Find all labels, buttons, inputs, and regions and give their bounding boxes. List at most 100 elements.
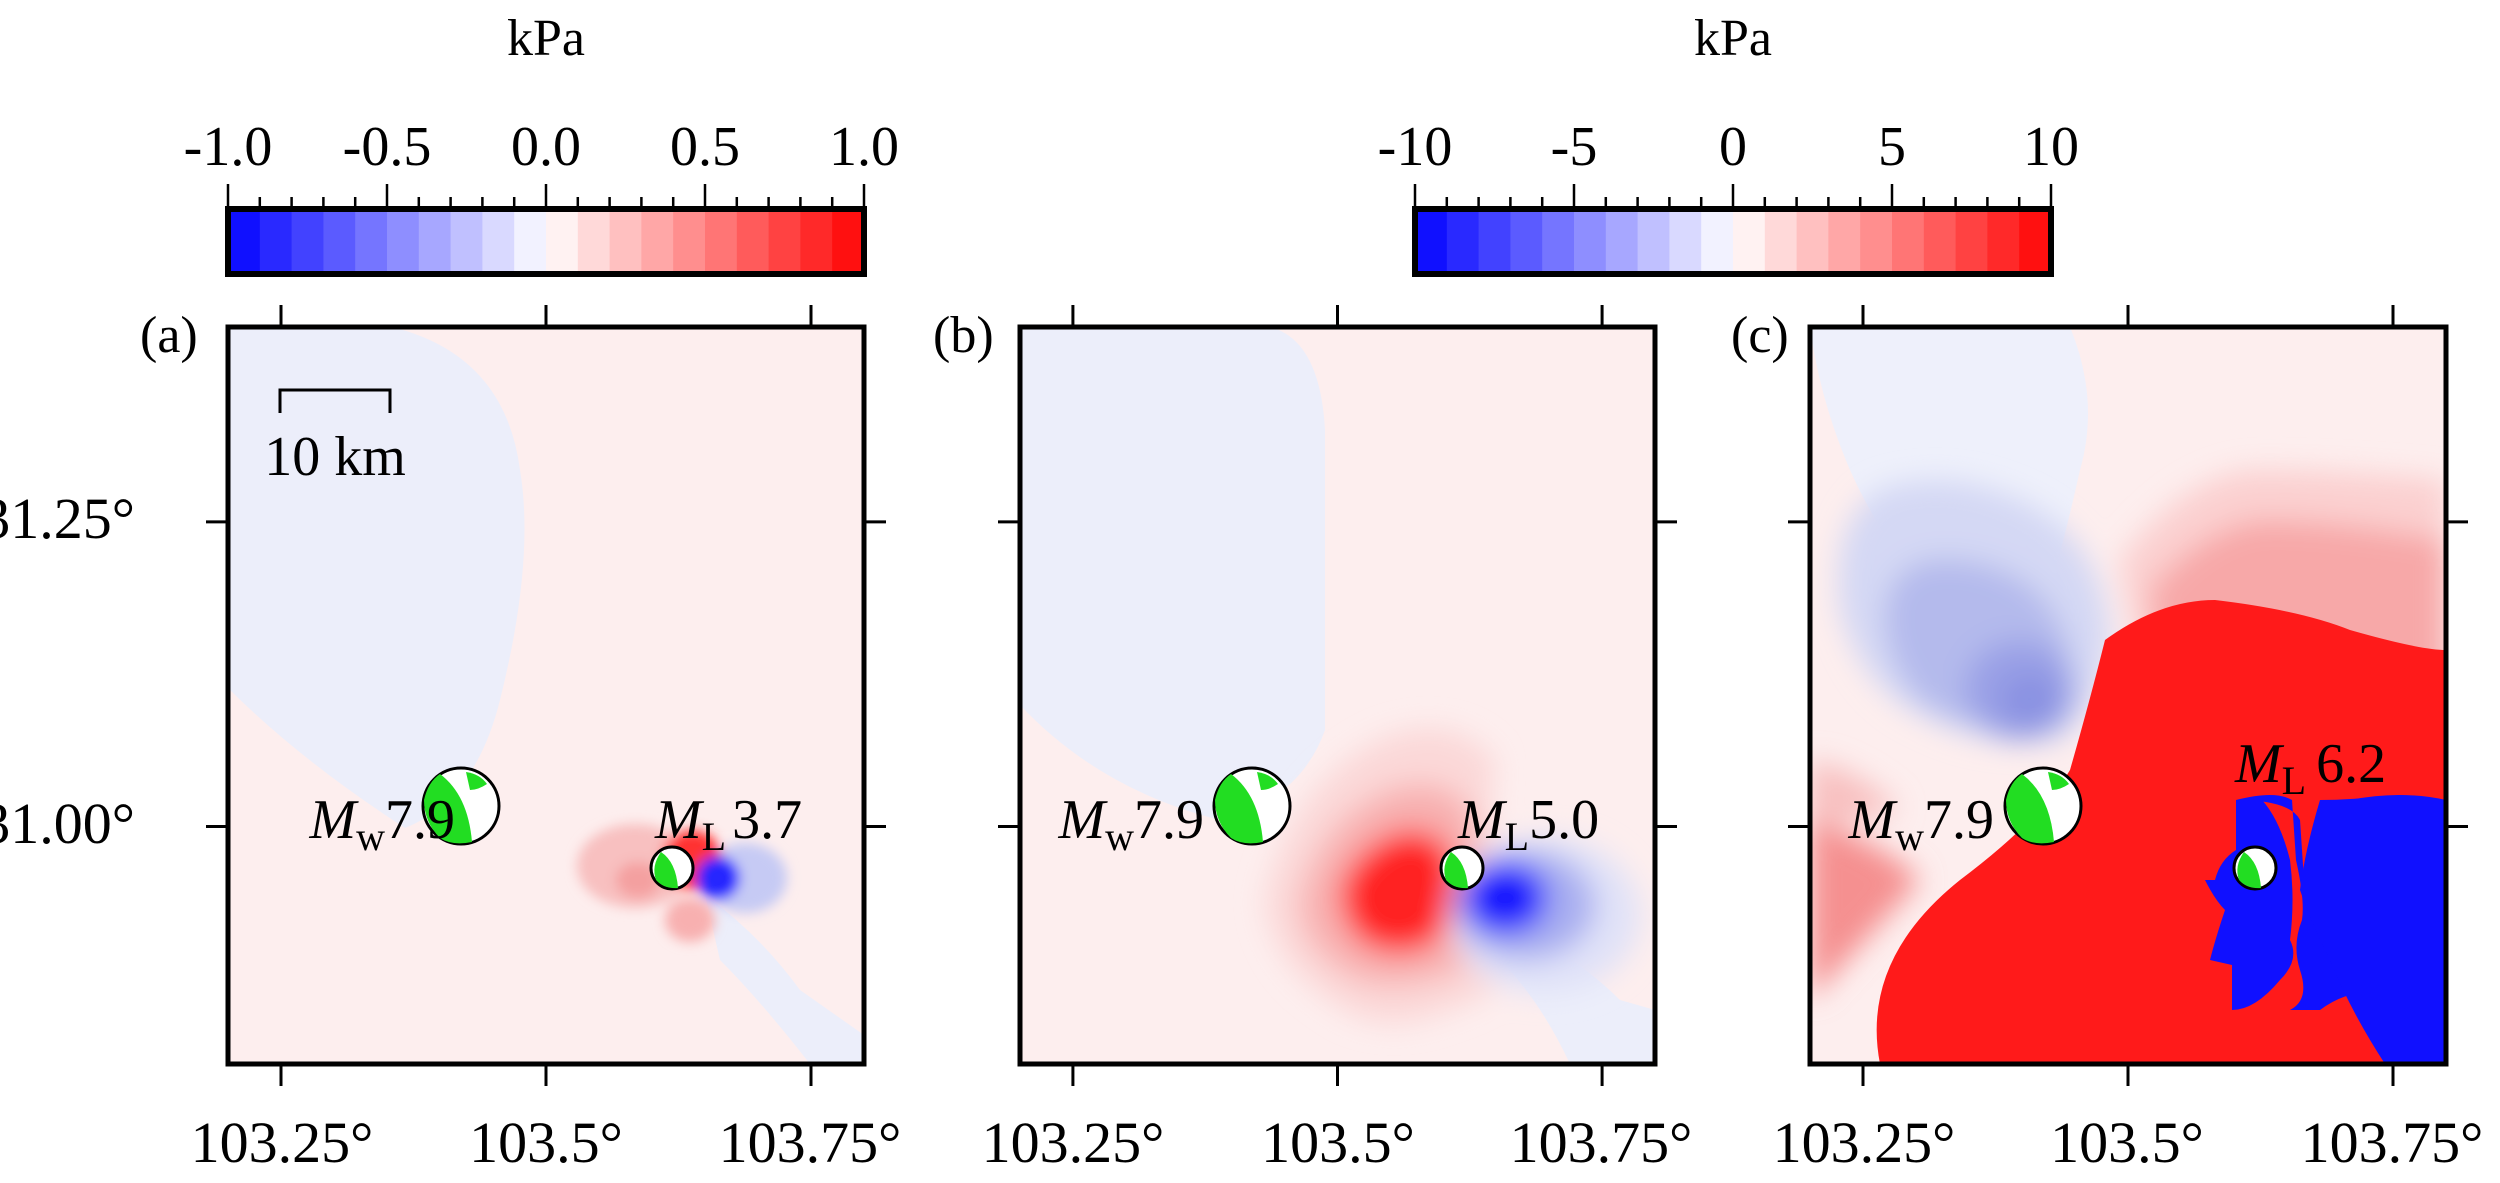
x-tick-label: 103.5° — [469, 1110, 623, 1175]
colorbar-swatch — [1764, 209, 1798, 274]
colorbar-swatch — [1733, 209, 1766, 274]
x-tick-label: 103.25° — [982, 1110, 1165, 1175]
x-tick-label: 103.5° — [1261, 1110, 1415, 1175]
colorbar-swatch — [768, 209, 801, 274]
mainshock-focal-mechanism — [421, 766, 501, 846]
map-panel-b: (b) Mw7.9 ML5.0 — [933, 305, 1677, 1086]
colorbar-tick-label: 5 — [1878, 116, 1906, 178]
colorbar-swatch — [291, 209, 324, 274]
mainshock-label: Mw7.9 — [308, 789, 455, 859]
colorbar-swatch — [1892, 209, 1925, 274]
colorbar-swatch — [514, 209, 547, 274]
mainshock-focal-mechanism — [1212, 766, 1292, 846]
colorbar-a: kPa -1.0 -0.5 0.0 0.5 1.0 — [184, 10, 899, 277]
scale-bar-label: 10 km — [264, 426, 406, 488]
x-tick-label: 103.25° — [191, 1110, 374, 1175]
colorbar-swatch — [705, 209, 738, 274]
panel-label: (b) — [933, 307, 994, 364]
colorbar-ticks — [226, 184, 866, 209]
colorbar-swatch — [1860, 209, 1893, 274]
colorbar-swatch — [546, 209, 579, 274]
map-ticks — [998, 305, 1677, 1086]
colorbar-swatch — [2019, 209, 2052, 274]
colorbar-swatch — [1987, 209, 2020, 274]
colorbar-swatches — [1415, 209, 2052, 274]
panel-label: (c) — [1731, 307, 1789, 364]
colorbar-swatch — [323, 209, 356, 274]
x-tick-label: 103.75° — [719, 1110, 902, 1175]
colorbar-swatch — [418, 209, 452, 274]
colorbar-swatch — [577, 209, 611, 274]
negative-lobe-nw — [228, 327, 525, 828]
x-tick-label: 103.25° — [1773, 1110, 1956, 1175]
y-tick-label: 31.00° — [0, 791, 135, 856]
colorbar-swatch — [1542, 209, 1575, 274]
colorbar-tick-label: 0.0 — [511, 116, 581, 178]
colorbar-swatch — [1955, 209, 1988, 274]
stress-field-a — [228, 327, 864, 1064]
colorbar-swatch — [1637, 209, 1670, 274]
colorbar-tick-label: -5 — [1551, 116, 1598, 178]
mainshock-focal-mechanism — [2003, 766, 2083, 846]
colorbar-tick-label: -1.0 — [184, 116, 273, 178]
event-focal-mechanism — [2232, 845, 2278, 891]
colorbar-swatch — [1701, 209, 1734, 274]
colorbar-swatch — [1415, 209, 1448, 274]
colorbar-tick-label: -0.5 — [343, 116, 432, 178]
colorbar-swatch — [1923, 209, 1957, 274]
colorbar-swatch — [259, 209, 293, 274]
colorbar-swatch — [482, 209, 515, 274]
event-focal-mechanism — [1439, 845, 1485, 891]
colorbar-tick-labels: -1.0 -0.5 0.0 0.5 1.0 — [184, 116, 899, 178]
colorbar-swatch — [1605, 209, 1639, 274]
negative-lobe-se — [705, 895, 864, 1064]
colorbar-swatch — [1574, 209, 1607, 274]
map-panel-c: (c) Mw7.9 ML 6.2 — [1731, 305, 2468, 1086]
colorbar-unit-label: kPa — [507, 10, 585, 67]
event-focal-mechanism — [649, 845, 695, 891]
map-panel-a: (a) 10 km Mw7.9 ML 3.7 — [140, 305, 886, 1086]
colorbar-swatches — [228, 209, 865, 274]
colorbar-tick-label: -10 — [1378, 116, 1453, 178]
negative-lobe-east — [2300, 795, 2446, 1064]
colorbar-tick-label: 0 — [1719, 116, 1747, 178]
colorbar-tick-label: 1.0 — [829, 116, 899, 178]
event-label: ML 6.2 — [2234, 733, 2386, 803]
colorbar-swatch — [641, 209, 674, 274]
colorbar-ticks — [1413, 184, 2053, 209]
stress-dipoles-b — [1265, 728, 1640, 1023]
colorbar-swatch — [673, 209, 706, 274]
colorbar-swatch — [1828, 209, 1861, 274]
colorbar-swatch — [1446, 209, 1480, 274]
colorbar-swatch — [387, 209, 420, 274]
colorbar-swatch — [228, 209, 261, 274]
x-tick-label: 103.5° — [2050, 1110, 2204, 1175]
colorbar-swatch — [832, 209, 865, 274]
panel-label: (a) — [140, 307, 198, 364]
colorbar-swatch — [736, 209, 770, 274]
mainshock-label: Mw7.9 — [1847, 789, 1994, 859]
colorbar-swatch — [1669, 209, 1702, 274]
colorbar-swatch — [355, 209, 388, 274]
colorbar-unit-label: kPa — [1694, 10, 1772, 67]
colorbar-swatch — [800, 209, 833, 274]
event-label: ML5.0 — [1457, 789, 1599, 859]
colorbar-swatch — [1478, 209, 1511, 274]
x-tick-label: 103.75° — [2301, 1110, 2484, 1175]
colorbar-swatch — [450, 209, 483, 274]
colorbar-bc: kPa -10 -5 0 5 10 — [1378, 10, 2079, 277]
colorbar-swatch — [609, 209, 642, 274]
mainshock-label: Mw7.9 — [1057, 789, 1204, 859]
scale-bar-line — [278, 388, 392, 413]
colorbar-tick-label: 10 — [2023, 116, 2079, 178]
colorbar-swatch — [1796, 209, 1829, 274]
map-ticks — [1788, 305, 2468, 1086]
colorbar-swatch — [1510, 209, 1543, 274]
colorbar-tick-labels: -10 -5 0 5 10 — [1378, 116, 2079, 178]
y-tick-label: 31.25° — [0, 486, 135, 551]
scale-bar: 10 km — [264, 388, 406, 488]
axis-labels: 31.25° 31.00° 103.25° 103.5° 103.75° 103… — [0, 486, 2483, 1175]
negative-lobe-nw — [1020, 327, 1325, 820]
map-ticks — [206, 305, 886, 1086]
